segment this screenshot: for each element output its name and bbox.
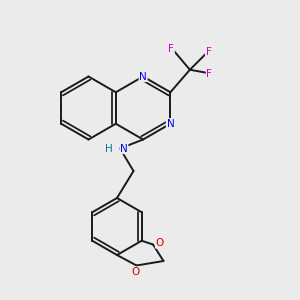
Text: N: N: [120, 143, 128, 154]
Text: N: N: [139, 71, 147, 82]
Text: N: N: [167, 119, 174, 129]
Text: F: F: [168, 44, 174, 54]
Text: F: F: [206, 47, 212, 57]
Text: O: O: [155, 238, 164, 248]
Text: F: F: [206, 69, 212, 79]
Text: O: O: [131, 267, 139, 277]
Text: H: H: [105, 143, 112, 154]
